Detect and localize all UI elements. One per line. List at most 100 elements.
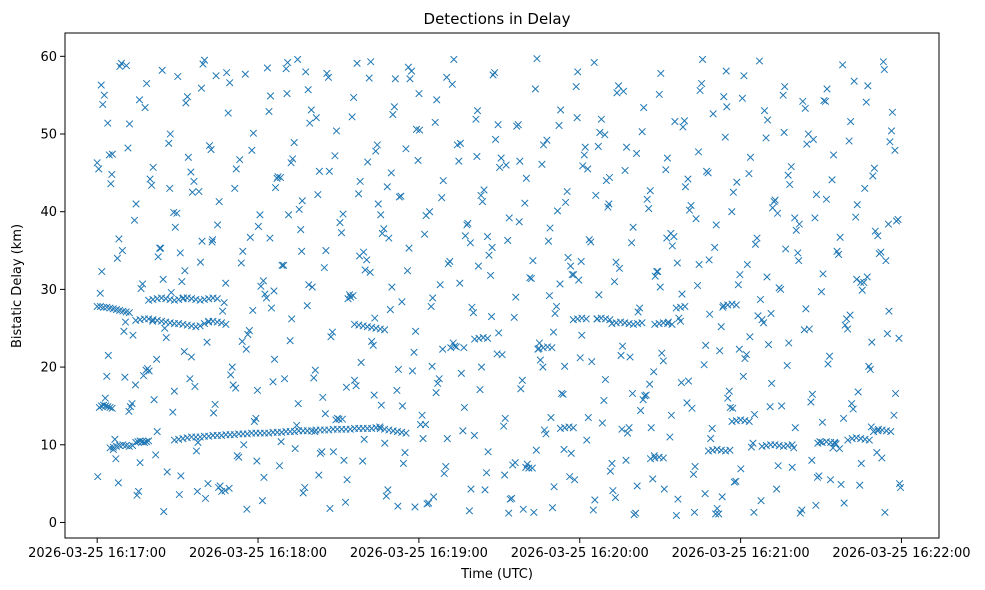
data-point xyxy=(353,59,361,67)
data-point xyxy=(601,131,609,139)
data-point xyxy=(657,69,665,78)
data-point xyxy=(639,396,647,404)
data-point xyxy=(194,438,202,447)
data-point xyxy=(837,480,845,489)
data-point xyxy=(439,176,447,185)
data-point xyxy=(242,345,250,353)
data-point xyxy=(323,69,331,78)
track-point xyxy=(196,322,204,330)
data-point xyxy=(248,146,256,154)
data-point xyxy=(463,221,471,229)
data-point xyxy=(290,138,298,147)
data-point xyxy=(138,280,147,288)
data-point xyxy=(348,113,356,121)
data-point xyxy=(668,242,677,250)
marks-layer xyxy=(93,54,905,520)
data-point xyxy=(136,458,144,467)
data-point xyxy=(746,333,754,341)
data-point xyxy=(125,120,134,128)
data-point xyxy=(570,270,578,279)
data-point xyxy=(728,208,736,216)
track-point xyxy=(217,319,226,327)
data-point xyxy=(679,123,687,131)
data-point xyxy=(265,107,273,116)
x-tick-label: 2026-03-25 16:18:00 xyxy=(189,546,327,561)
data-point xyxy=(217,487,226,496)
data-point xyxy=(327,333,335,341)
track-point xyxy=(213,295,221,303)
data-point xyxy=(95,165,103,173)
data-point xyxy=(440,469,448,478)
data-point xyxy=(529,256,537,265)
data-point xyxy=(856,481,864,489)
data-point xyxy=(335,415,343,423)
data-point xyxy=(718,493,726,501)
data-point xyxy=(745,169,753,178)
data-point xyxy=(583,436,591,444)
data-point xyxy=(741,354,749,363)
data-point xyxy=(450,55,458,64)
track-point xyxy=(745,417,753,426)
data-point xyxy=(257,282,265,290)
data-point xyxy=(451,342,459,350)
data-point xyxy=(621,166,629,175)
data-point xyxy=(611,493,620,502)
track-point xyxy=(569,424,577,432)
data-point xyxy=(548,504,557,512)
data-point xyxy=(719,303,727,311)
data-point xyxy=(402,145,410,153)
track-point xyxy=(668,320,676,328)
data-point xyxy=(525,464,533,472)
data-point xyxy=(623,429,632,437)
data-point xyxy=(325,167,334,175)
data-point xyxy=(120,327,128,335)
data-point xyxy=(384,486,392,494)
data-point xyxy=(632,149,641,158)
data-point xyxy=(220,298,228,307)
track-point xyxy=(104,403,112,411)
data-point xyxy=(406,75,414,83)
data-point xyxy=(213,221,222,229)
data-point xyxy=(508,494,516,503)
data-point xyxy=(490,68,499,77)
data-point xyxy=(204,479,212,488)
data-point xyxy=(481,486,489,494)
data-point xyxy=(284,211,293,219)
data-point xyxy=(237,259,245,267)
data-point xyxy=(812,190,821,199)
data-point xyxy=(500,471,509,479)
data-point xyxy=(98,267,106,276)
data-point xyxy=(254,222,263,231)
data-point xyxy=(280,375,289,383)
data-point xyxy=(405,244,413,252)
data-point xyxy=(398,402,407,410)
data-point xyxy=(306,119,314,127)
data-point xyxy=(651,272,659,280)
data-point xyxy=(667,411,676,419)
data-point xyxy=(720,93,728,101)
data-point xyxy=(160,507,168,516)
track-point xyxy=(548,344,556,352)
data-point xyxy=(374,200,382,208)
data-point xyxy=(894,215,902,224)
data-point xyxy=(636,406,645,415)
data-point xyxy=(388,283,396,291)
data-point xyxy=(777,402,786,410)
data-point xyxy=(283,58,292,67)
data-point xyxy=(808,390,817,398)
data-point xyxy=(521,199,529,207)
data-point xyxy=(871,227,879,235)
data-point xyxy=(504,236,512,245)
data-point xyxy=(836,233,844,241)
data-point xyxy=(186,375,194,383)
data-point xyxy=(266,92,275,100)
data-point xyxy=(415,89,423,98)
data-point xyxy=(429,294,437,302)
data-point xyxy=(891,146,899,154)
data-point xyxy=(298,197,306,205)
data-point xyxy=(332,127,341,135)
data-point xyxy=(302,68,310,76)
data-point xyxy=(817,288,826,296)
data-point xyxy=(640,103,648,112)
data-point xyxy=(764,340,773,349)
